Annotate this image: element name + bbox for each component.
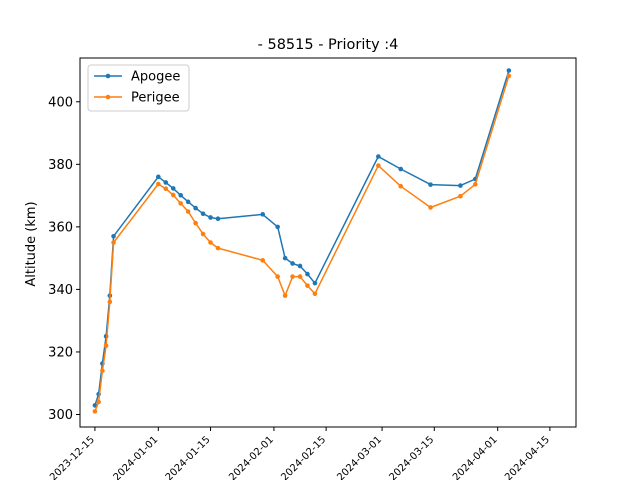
- data-point-perigee: [305, 283, 310, 288]
- data-point-perigee: [458, 193, 463, 199]
- data-point-perigee: [111, 240, 116, 245]
- data-point-perigee: [376, 163, 381, 168]
- data-point-perigee: [156, 181, 161, 187]
- data-point-perigee: [282, 293, 288, 298]
- data-point-perigee: [163, 186, 169, 192]
- legend: Apogee Perigee: [87, 64, 190, 112]
- plot-area: [92, 68, 512, 414]
- data-point-apogee: [178, 192, 183, 198]
- data-point-apogee: [260, 212, 266, 217]
- data-point-perigee: [100, 368, 105, 374]
- data-point-perigee: [473, 182, 478, 187]
- data-point-apogee: [506, 68, 512, 73]
- data-point-perigee: [103, 343, 109, 348]
- data-point-perigee: [290, 274, 295, 279]
- data-point-perigee: [178, 201, 183, 206]
- y-tick-label: 320: [48, 345, 73, 360]
- data-point-apogee: [111, 233, 116, 239]
- data-point-perigee: [193, 220, 198, 226]
- data-point-apogee: [376, 154, 381, 159]
- data-point-perigee: [208, 240, 213, 245]
- data-point-perigee: [297, 274, 303, 279]
- y-tick-label: 340: [48, 283, 73, 298]
- legend-marker-apogee: [105, 73, 111, 79]
- data-point-perigee: [312, 291, 318, 297]
- data-point-perigee: [428, 205, 433, 210]
- data-point-apogee: [297, 263, 303, 269]
- data-point-apogee: [305, 271, 310, 277]
- legend-label: Apogee: [131, 70, 180, 85]
- chart-title: - 58515 - Priority :4: [258, 37, 399, 53]
- y-axis-label: Altitude (km): [24, 201, 39, 286]
- data-point-perigee: [275, 274, 280, 279]
- data-point-apogee: [170, 186, 176, 191]
- data-point-perigee: [92, 409, 98, 414]
- data-point-apogee: [200, 211, 206, 217]
- y-tick-label: 300: [48, 408, 73, 423]
- data-point-apogee: [428, 182, 433, 187]
- data-point-perigee: [185, 209, 191, 214]
- y-tick-label: 400: [48, 95, 73, 110]
- data-point-apogee: [185, 199, 191, 205]
- data-point-perigee: [506, 73, 512, 79]
- data-point-perigee: [170, 192, 176, 198]
- data-point-apogee: [215, 216, 221, 222]
- data-point-apogee: [312, 280, 318, 286]
- data-point-apogee: [290, 261, 295, 266]
- legend-label: Perigee: [131, 91, 180, 106]
- y-tick-label: 380: [48, 158, 73, 173]
- data-point-apogee: [193, 205, 198, 211]
- data-point-apogee: [208, 215, 213, 220]
- data-point-apogee: [156, 174, 161, 180]
- series-line-perigee: [94, 75, 510, 412]
- plot-frame: [79, 57, 577, 428]
- data-point-apogee: [275, 224, 280, 230]
- data-point-apogee: [163, 180, 169, 185]
- data-point-perigee: [107, 299, 113, 305]
- data-point-perigee: [96, 399, 101, 405]
- y-tick-label: 360: [48, 220, 73, 235]
- data-point-perigee: [260, 258, 266, 263]
- data-point-apogee: [282, 255, 288, 261]
- data-point-perigee: [398, 183, 404, 189]
- data-point-apogee: [398, 166, 404, 172]
- data-point-perigee: [215, 245, 221, 251]
- data-point-perigee: [200, 231, 206, 237]
- legend-marker-perigee: [105, 94, 111, 100]
- data-point-apogee: [458, 183, 463, 188]
